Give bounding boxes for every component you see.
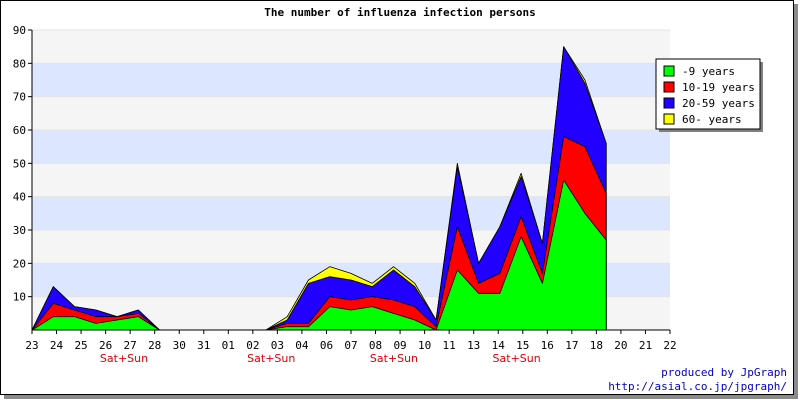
x-tick-label: 24 [50,339,64,352]
x-tick-label: 07 [344,339,357,352]
x-tick-label: 16 [541,339,554,352]
credit-line-1: produced by JpGraph [661,366,787,379]
axes: 10 20 30 40 50 60 70 80 90 23 24 25 26 27 28 30 31 01 02 03… [13,24,677,365]
legend-swatch [663,65,675,77]
chart-title: The number of influenza infection person… [264,6,536,19]
weekend-label: Sat+Sun [247,352,295,365]
x-tick-label: 18 [590,339,603,352]
x-tick-label: 03 [271,339,284,352]
x-tick-label: 25 [74,339,87,352]
x-tick-label: 27 [124,339,137,352]
legend-swatch [663,81,675,93]
y-tick-label: 40 [13,191,26,204]
x-tick-label: 15 [516,339,529,352]
y-tick-label: 60 [13,124,26,137]
x-tick-label: 13 [467,339,480,352]
series-area-0 [31,179,607,331]
legend-swatch [663,113,675,125]
y-tick-label: 20 [13,257,26,270]
x-tick-label: 30 [173,339,186,352]
weekend-label: Sat+Sun [370,352,418,365]
area-series [31,46,607,331]
x-tick-label: 17 [565,339,578,352]
x-tick-label: 14 [492,339,506,352]
legend-swatch [663,97,675,109]
legend-label: -9 years [682,65,735,78]
credit-line-2: http://asial.co.jp/jpgraph/ [608,380,787,393]
x-tick-label: 11 [443,339,456,352]
y-tick-label: 30 [13,224,26,237]
x-tick-label: 21 [639,339,652,352]
x-tick-label: 31 [197,339,210,352]
x-tick-label: 04 [295,339,309,352]
legend-label: 20-59 years [682,97,755,110]
x-tick-label: 09 [393,339,406,352]
x-tick-label: 06 [320,339,333,352]
x-tick-label: 08 [369,339,382,352]
y-tick-label: 80 [13,57,26,70]
x-tick-label: 20 [614,339,627,352]
y-tick-label: 90 [13,24,26,37]
x-tick-label: 10 [418,339,431,352]
y-tick-label: 70 [13,91,26,104]
legend-label: 10-19 years [682,81,755,94]
x-tick-label: 01 [222,339,235,352]
weekend-label: Sat+Sun [100,352,148,365]
x-tick-label: 23 [25,339,38,352]
y-tick-label: 50 [13,157,26,170]
x-tick-label: 28 [148,339,161,352]
legend: -9 years 10-19 years 20-59 years 60- years [655,58,763,132]
x-tick-label: 26 [99,339,112,352]
weekend-label: Sat+Sun [493,352,541,365]
y-tick-label: 10 [13,291,26,304]
legend-label: 60- years [682,113,742,126]
x-tick-label: 02 [246,339,259,352]
x-tick-label: 22 [663,339,676,352]
